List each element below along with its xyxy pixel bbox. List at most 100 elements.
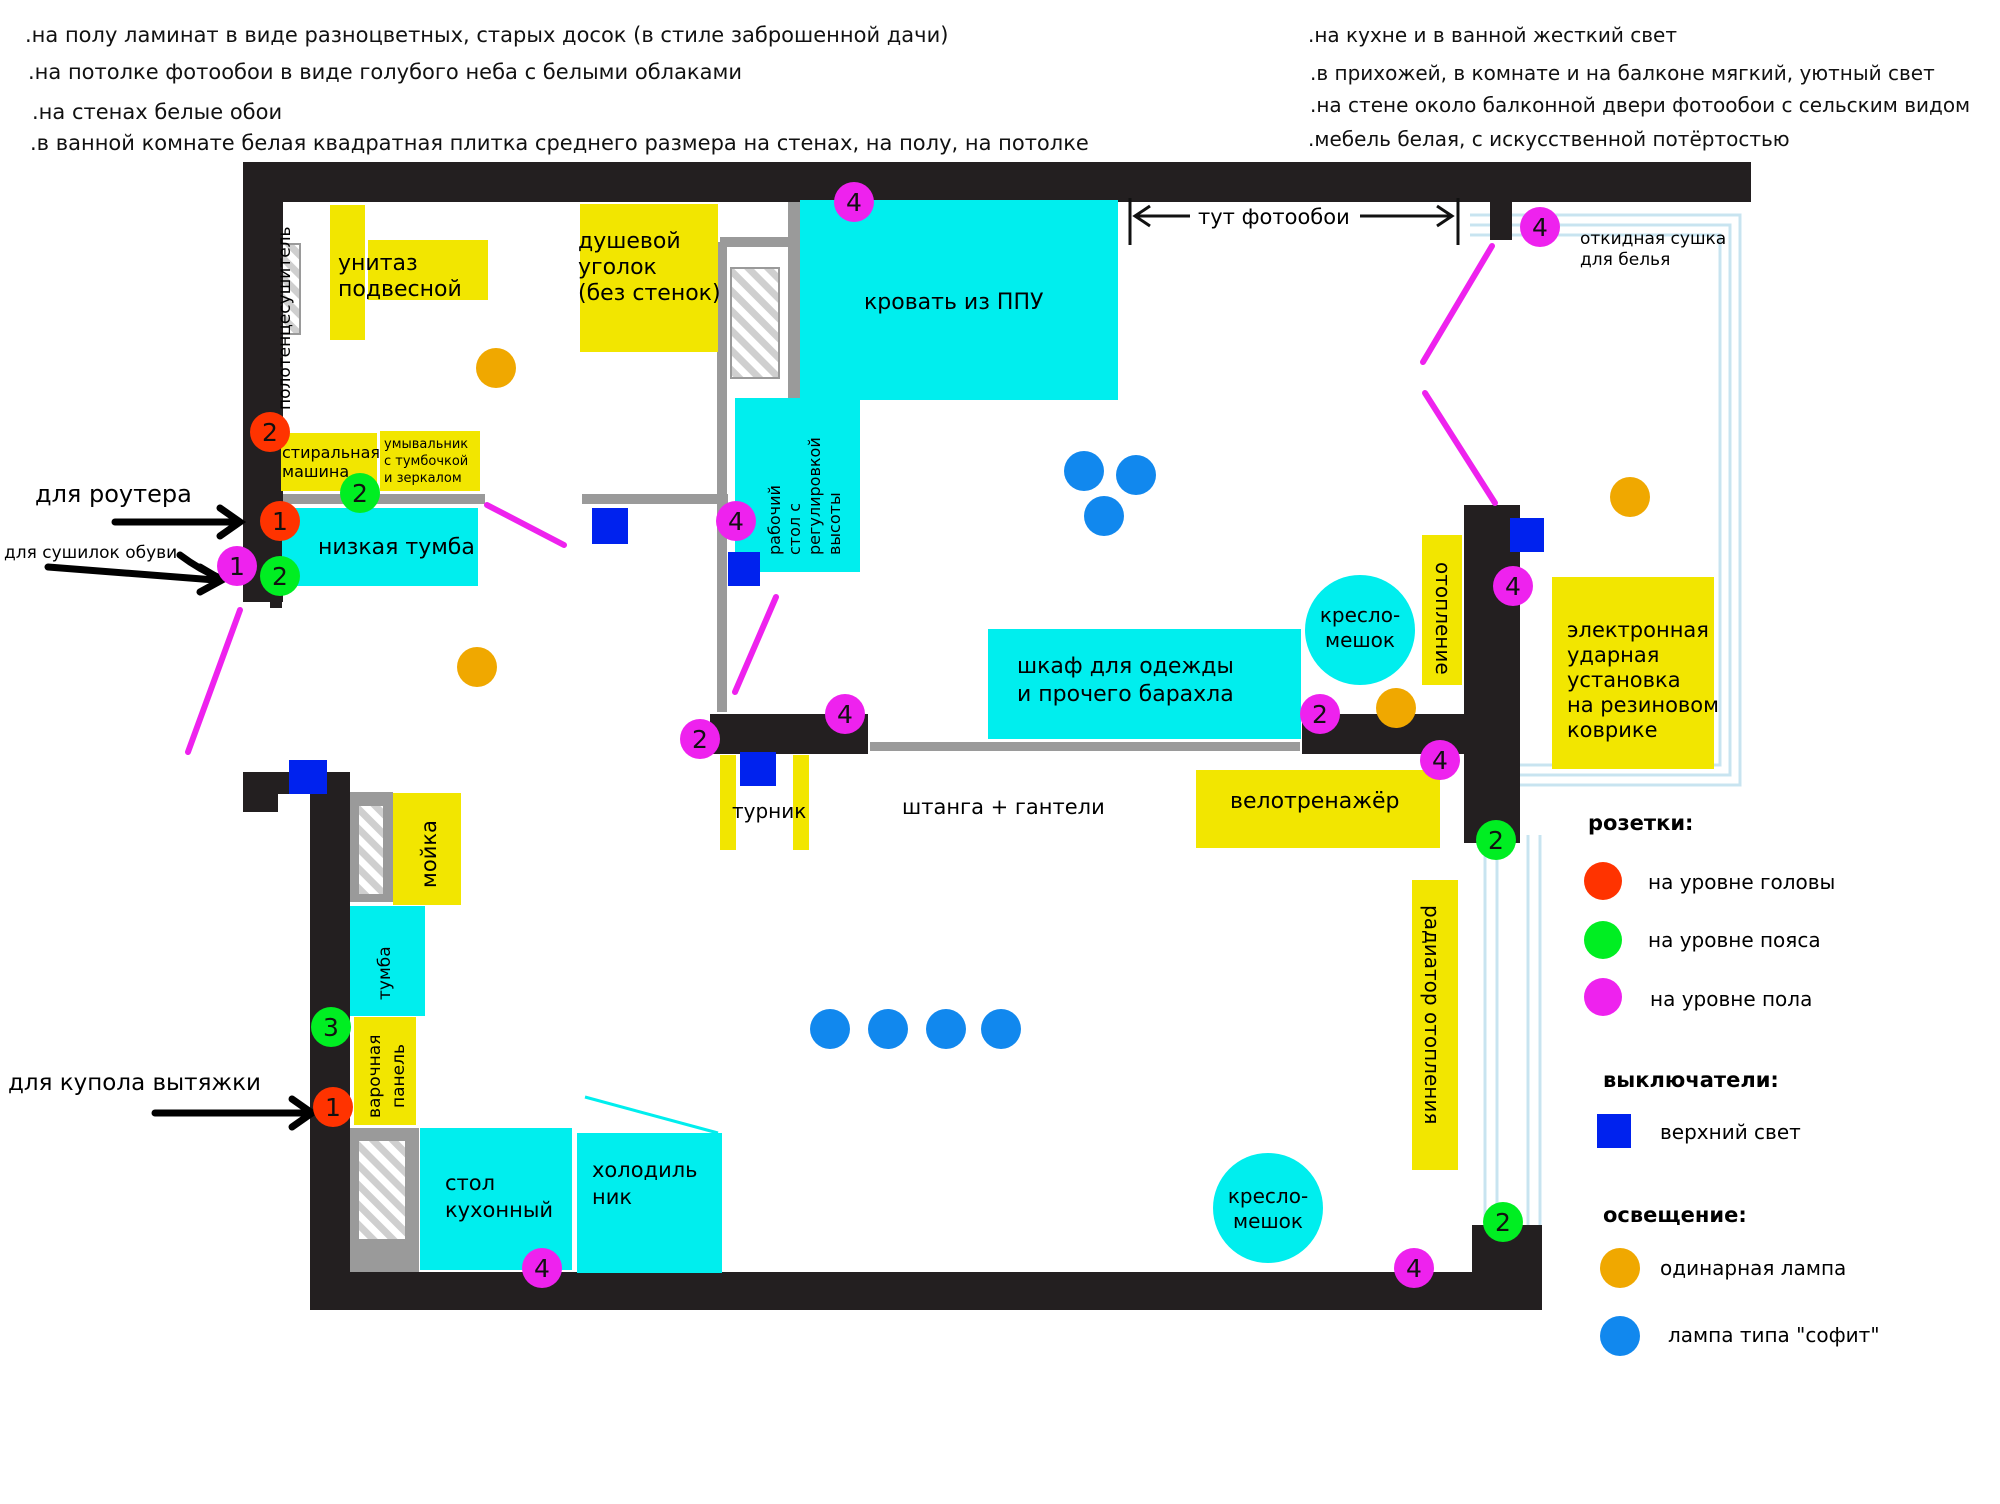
socket-floor: 4 xyxy=(825,694,865,734)
furniture-cyan xyxy=(282,200,1415,1273)
router-arrowhead xyxy=(216,504,247,540)
low-cabinet-label: низкая тумба xyxy=(318,535,475,560)
note-left-2: .на потолке фотообои в виде голубого неб… xyxy=(28,60,742,84)
socket-floor: 4 xyxy=(1493,566,1533,606)
socket-marker xyxy=(1493,566,1533,606)
socket-floor: 4 xyxy=(1420,740,1460,780)
door xyxy=(732,594,779,695)
bed xyxy=(800,200,1118,400)
fridge xyxy=(577,1133,722,1273)
partition xyxy=(582,494,728,504)
label-line: электронная xyxy=(1567,618,1709,642)
label-line: кресло- xyxy=(1228,1184,1308,1208)
legend-socket-head: на уровне головы xyxy=(1648,870,1835,894)
socket-marker xyxy=(825,694,865,734)
cabinet xyxy=(350,906,425,1016)
label-line: с тумбочкой xyxy=(384,454,468,469)
wall-stub xyxy=(1490,175,1512,240)
label-line: коврике xyxy=(1567,718,1658,742)
socket-marker xyxy=(340,473,380,513)
spot-lamp xyxy=(810,1009,850,1049)
socket-marker xyxy=(311,1007,351,1047)
socket-marker xyxy=(1394,1248,1434,1288)
exercise-bike-label: велотренажёр xyxy=(1230,789,1400,814)
label-line: мешок xyxy=(1233,1209,1303,1233)
note-left-1: .на полу ламинат в виде разноцветных, ст… xyxy=(25,23,948,47)
socket-marker xyxy=(1420,740,1460,780)
balcony-windows xyxy=(1470,213,1742,1232)
socket-count: 2 xyxy=(352,479,368,508)
door xyxy=(484,502,567,548)
label-line: стол xyxy=(445,1171,495,1195)
socket-head: 2 xyxy=(250,412,290,452)
notes-right: .на кухне и в ванной жесткий свет .в при… xyxy=(1308,23,1970,151)
label-line: и прочего барахла xyxy=(1017,682,1234,707)
legend-switches-title: выключатели: xyxy=(1603,1068,1779,1092)
beanbag-label-1: кресло- мешок xyxy=(1320,603,1400,652)
heating-label: отопление xyxy=(1431,562,1455,675)
socket-floor: 2 xyxy=(1300,694,1340,734)
socket-count: 1 xyxy=(229,552,245,581)
wardrobe-label: шкаф для одежды и прочего барахла xyxy=(1017,654,1234,707)
cooktop-label: варочная панель xyxy=(365,1035,409,1118)
hood-label: для купола вытяжки xyxy=(8,1070,261,1096)
single-lamp xyxy=(476,348,516,388)
socket-count: 2 xyxy=(1495,1208,1511,1237)
legend-top-light: верхний свет xyxy=(1660,1120,1801,1144)
socket-floor: 4 xyxy=(522,1248,562,1288)
socket-waist: 2 xyxy=(340,473,380,513)
socket-floor: 4 xyxy=(834,182,874,222)
photo-wallpaper-marker xyxy=(1128,198,1460,245)
cabinet-label: тумба xyxy=(375,946,395,1000)
note-left-4: .в ванной комнате белая квадратная плитк… xyxy=(30,131,1089,155)
legend-socket-floor-swatch xyxy=(1584,978,1622,1016)
kitchen-table-label: стол кухонный xyxy=(445,1171,553,1222)
sink-label: мойка xyxy=(417,820,441,888)
spot-lamp xyxy=(1084,496,1124,536)
socket-marker xyxy=(680,719,720,759)
label-line: унитаз xyxy=(338,251,418,276)
socket-count: 1 xyxy=(272,507,288,536)
label-line: ник xyxy=(592,1185,632,1209)
label-line: рабочий xyxy=(765,485,784,555)
single-lamp xyxy=(1610,477,1650,517)
socket-waist: 2 xyxy=(1476,820,1516,860)
socket-count: 4 xyxy=(1505,572,1521,601)
radiator-label: радиатор отопления xyxy=(1420,905,1444,1124)
annotation-arrows xyxy=(44,504,319,1131)
label-line: мешок xyxy=(1325,628,1395,652)
label-line: установка xyxy=(1567,668,1681,692)
socket-marker xyxy=(260,501,300,541)
socket-marker xyxy=(217,546,257,586)
shower-corner xyxy=(580,204,718,352)
socket-marker xyxy=(1300,694,1340,734)
socket-marker xyxy=(1476,820,1516,860)
spot-lamp xyxy=(1116,455,1156,495)
label-line: (без стенок) xyxy=(578,281,721,306)
label-line: кресло- xyxy=(1320,603,1400,627)
label-line: высоты xyxy=(825,492,844,555)
label-line: стиральная xyxy=(282,443,380,462)
window-line xyxy=(1470,213,1742,787)
note-left-3: .на стенах белые обои xyxy=(32,100,282,124)
label-line: для белья xyxy=(1580,250,1670,270)
socket-count: 2 xyxy=(692,725,708,754)
single-lamps xyxy=(457,348,1650,728)
exercise-bike xyxy=(1196,770,1440,848)
legend-lighting-title: освещение: xyxy=(1603,1203,1747,1227)
towel-dryer-label: полотенцесушитель xyxy=(275,226,295,410)
radiator xyxy=(1412,880,1458,1170)
socket-marker xyxy=(250,412,290,452)
bed-label: кровать из ППУ xyxy=(864,290,1044,315)
drum-kit xyxy=(1552,577,1714,769)
socket-head: 1 xyxy=(313,1087,353,1127)
toilet-label: унитаз подвесной xyxy=(338,251,462,302)
fridge-label: холодиль ник xyxy=(592,1158,698,1209)
low-cabinet xyxy=(282,508,478,586)
washing-machine-label: стиральная машина xyxy=(282,443,380,481)
socket-head: 1 xyxy=(260,501,300,541)
furniture-yellow xyxy=(281,204,1714,1170)
